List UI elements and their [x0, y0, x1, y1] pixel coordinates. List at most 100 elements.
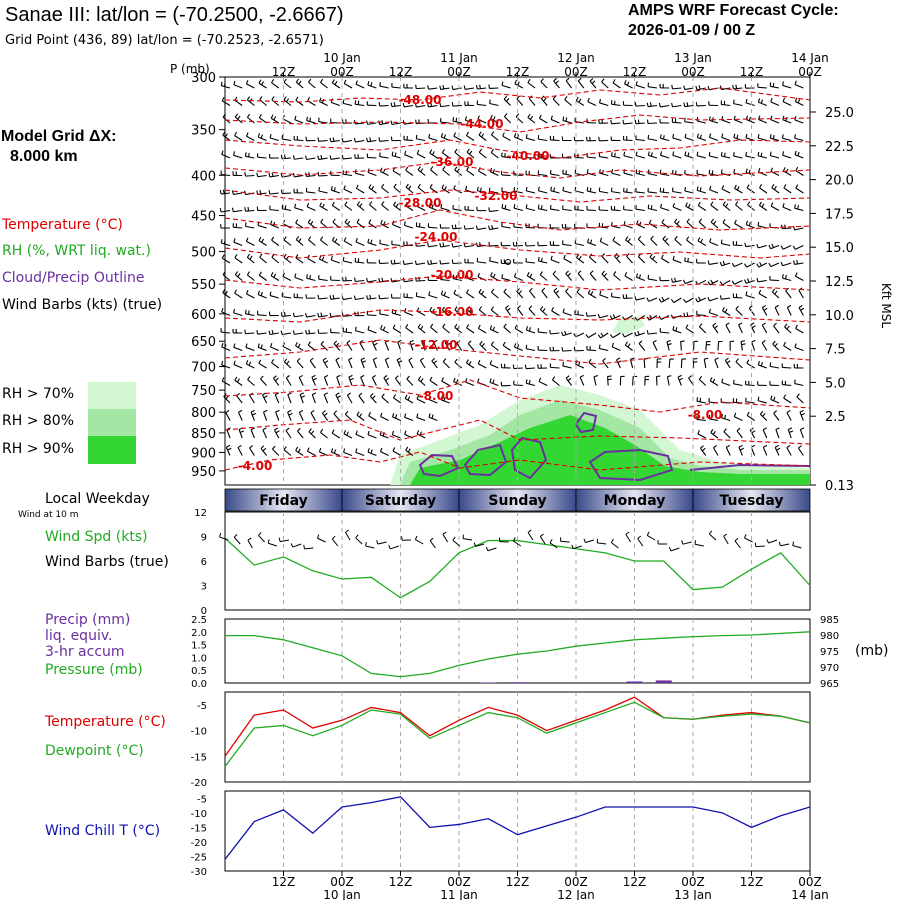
wind-barb	[318, 275, 328, 282]
surface-wind-barb	[754, 542, 765, 548]
time-tick-label: 00Z	[330, 65, 354, 79]
y-tick-label: -15	[191, 752, 207, 763]
wind-barb	[341, 312, 353, 317]
precip-bar	[655, 680, 672, 683]
height-tick-label: 25.0	[825, 106, 854, 121]
pressure-tick-label: 850	[191, 427, 216, 442]
wind-barb	[659, 276, 670, 282]
wind-barb	[757, 396, 767, 404]
wind-barb	[525, 186, 536, 194]
wind-barb	[586, 187, 597, 194]
wind-barb	[490, 114, 499, 124]
surface-wind-barb	[539, 533, 546, 545]
wind-barb	[320, 218, 328, 229]
wind-barb	[369, 201, 377, 211]
legend-pressure: Pressure (mb)	[45, 662, 143, 678]
wind-barb	[683, 279, 694, 285]
wind-barb	[381, 183, 389, 194]
wind-barb	[756, 277, 767, 283]
wind-barb	[550, 255, 560, 264]
wind-barb	[720, 151, 731, 159]
wind-barb	[441, 377, 450, 386]
y-tick-label: 3	[201, 582, 207, 593]
model-grid-label: Model Grid ΔX:	[1, 128, 117, 145]
wind-barb	[442, 323, 450, 334]
height-tick-label: 2.5	[825, 410, 846, 425]
windchill-panel: -5 -10 -15 -20 -25 -30	[191, 791, 811, 878]
temperature-contour	[224, 189, 811, 203]
wind-barb	[634, 102, 645, 107]
wind-barb	[451, 243, 462, 248]
wind-barb	[561, 153, 572, 159]
temperature-label: -24.00	[415, 230, 458, 244]
wind-barb	[456, 340, 463, 351]
height-axis-label: Kft MSL	[879, 283, 893, 328]
wind-barb	[585, 332, 597, 339]
wind-barb	[342, 327, 353, 334]
wind-barb	[722, 218, 731, 229]
wind-barb	[453, 289, 463, 299]
wind-barb	[429, 376, 438, 386]
wind-barb	[360, 374, 365, 386]
wind-barb	[745, 291, 755, 299]
wind-barb	[317, 329, 328, 334]
wind-barb	[271, 236, 280, 246]
wind-barb	[297, 427, 304, 439]
wind-barb	[607, 375, 612, 386]
wind-barb	[562, 240, 572, 247]
wind-barb	[465, 131, 475, 141]
wind-barb	[234, 131, 243, 141]
wind-barb	[770, 202, 780, 211]
wind-barb	[500, 381, 511, 387]
wind-barb	[342, 256, 353, 264]
wind-barb	[489, 256, 499, 264]
wind-barb	[415, 84, 426, 90]
wind-barb	[322, 357, 329, 369]
y-tick-label: 9	[201, 533, 207, 544]
time-tick-label: 00Z	[447, 65, 471, 79]
chart-title: Sanae III: lat/lon = (-70.2500, -2.6667)	[5, 4, 344, 26]
wind-barb	[489, 167, 499, 176]
wind-barb	[268, 329, 279, 336]
legend-rh: RH (%, WRT liq. wat.)	[2, 243, 151, 259]
y-tick-label: -10	[191, 727, 207, 738]
wind-barb	[792, 245, 804, 250]
wind-barb	[294, 115, 304, 124]
wind-barb	[292, 172, 304, 178]
wind-barb	[305, 155, 316, 161]
wind-barb	[336, 374, 341, 386]
wind-barb	[761, 322, 768, 334]
wind-barb	[527, 113, 536, 124]
height-tick-label: 0.13	[825, 479, 854, 494]
wind-barb	[513, 343, 524, 352]
wind-barb	[746, 184, 755, 194]
wind-barb	[368, 412, 377, 421]
wind-barb	[405, 324, 414, 334]
surface-wind-barb	[233, 534, 241, 545]
wind-barb	[793, 259, 804, 265]
cloud-outline	[510, 436, 548, 480]
wind-barb	[624, 80, 633, 89]
wind-barb	[220, 239, 231, 247]
wind-barb	[635, 81, 645, 89]
wind-barb	[538, 377, 548, 386]
wind-barb	[757, 360, 767, 369]
wind-barb	[299, 392, 306, 404]
wind-barb	[306, 447, 316, 456]
wind-barb	[233, 360, 243, 369]
wind-barb	[697, 429, 707, 439]
temperature-contour	[224, 114, 811, 133]
wind-barb	[343, 448, 353, 457]
wind-barb	[490, 306, 499, 316]
wind-barb	[440, 290, 450, 299]
temperature-contour	[224, 209, 811, 231]
wind-barb	[367, 81, 377, 89]
legend-cloud: Cloud/Precip Outline	[2, 270, 145, 286]
wind-barb	[381, 201, 389, 211]
wind-barb	[799, 427, 805, 439]
wind-barb	[745, 397, 755, 404]
wind-barb	[320, 236, 328, 246]
wind-barb	[379, 239, 389, 247]
wind-barb	[417, 323, 426, 334]
wind-barb	[561, 223, 572, 229]
